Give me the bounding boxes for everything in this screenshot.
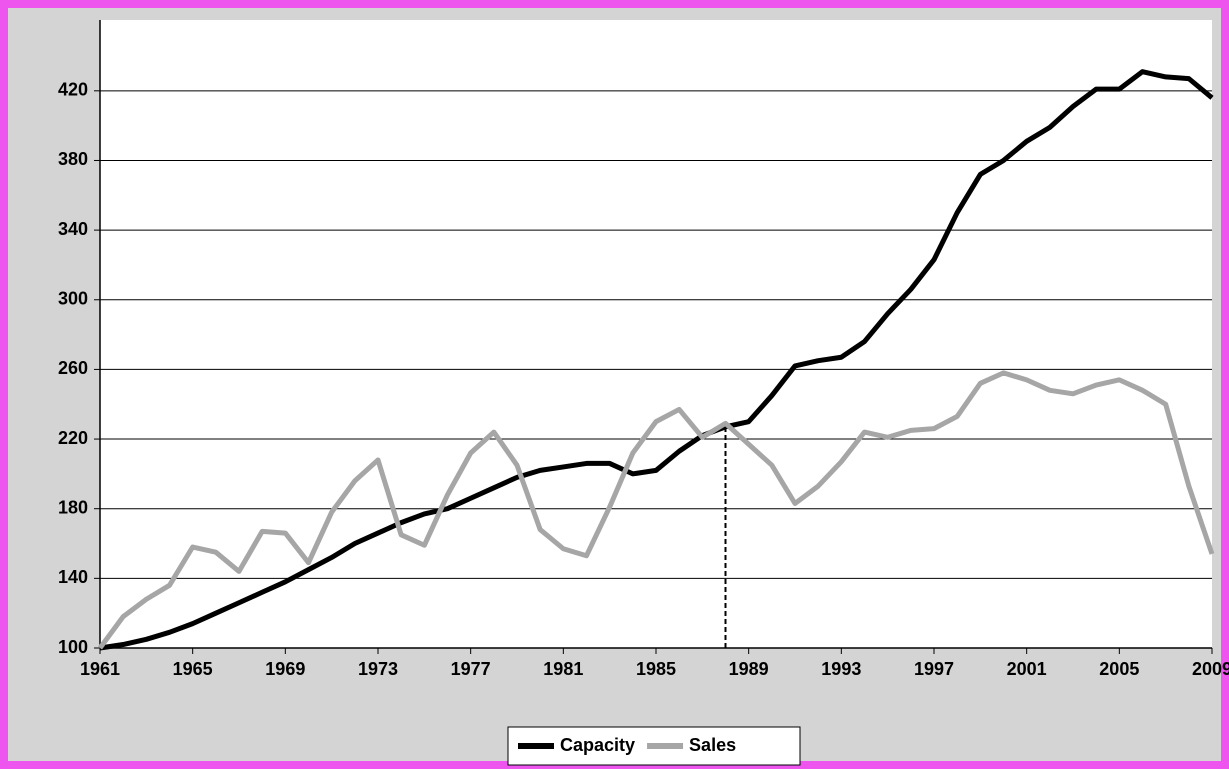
series-line <box>99 69 1214 651</box>
y-tick-label: 180 <box>58 497 88 517</box>
x-tick-label: 2009 <box>1192 659 1229 679</box>
y-tick-label: 260 <box>58 358 88 378</box>
x-tick-label: 1993 <box>821 659 861 679</box>
x-tick-label: 1969 <box>265 659 305 679</box>
x-tick-label: 1961 <box>80 659 120 679</box>
x-tick-label: 1965 <box>173 659 213 679</box>
x-tick-label: 2001 <box>1007 659 1047 679</box>
x-tick-label: 1973 <box>358 659 398 679</box>
y-tick-label: 340 <box>58 219 88 239</box>
y-tick-label: 220 <box>58 428 88 448</box>
y-tick-label: 380 <box>58 149 88 169</box>
y-tick-label: 100 <box>58 637 88 657</box>
y-tick-label: 420 <box>58 80 88 100</box>
legend-label: Sales <box>689 735 736 755</box>
x-tick-label: 1977 <box>451 659 491 679</box>
x-tick-label: 1997 <box>914 659 954 679</box>
x-tick-label: 1981 <box>543 659 583 679</box>
legend-label: Capacity <box>560 735 635 755</box>
x-tick-label: 2005 <box>1099 659 1139 679</box>
y-tick-label: 300 <box>58 289 88 309</box>
x-tick-label: 1989 <box>729 659 769 679</box>
x-tick-label: 1985 <box>636 659 676 679</box>
plot-area <box>100 20 1212 648</box>
series-line <box>97 370 1215 650</box>
y-tick-label: 140 <box>58 567 88 587</box>
